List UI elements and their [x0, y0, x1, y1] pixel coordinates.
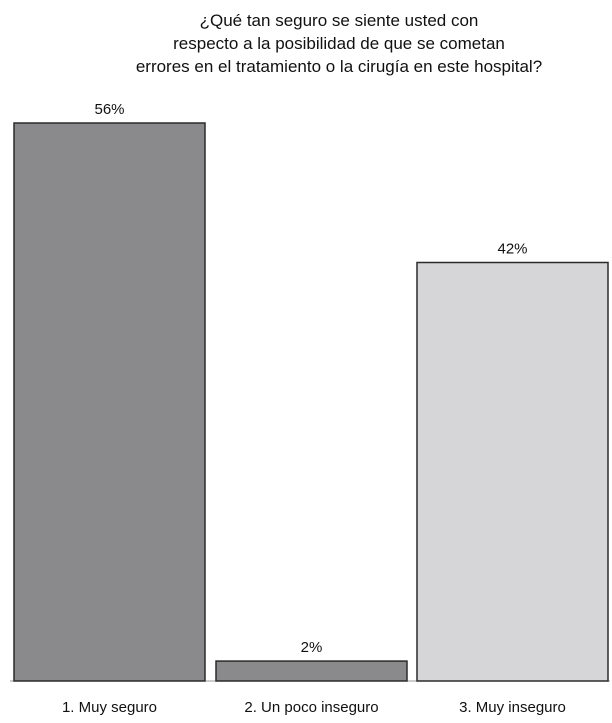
bar-1 — [13, 122, 206, 682]
chart-title-line-3: errores en el tratamiento o la cirugía e… — [136, 57, 542, 76]
category-label-2: 2. Un poco inseguro — [244, 699, 378, 716]
category-label-1: 1. Muy seguro — [62, 699, 157, 716]
category-label-3: 3. Muy inseguro — [459, 699, 566, 716]
chart-title: ¿Qué tan seguro se siente usted con resp… — [136, 11, 542, 76]
data-label-3: 42% — [497, 241, 527, 258]
data-label-1: 56% — [94, 101, 124, 118]
chart-title-line-1: ¿Qué tan seguro se siente usted con — [200, 11, 479, 30]
bar-3 — [416, 261, 609, 682]
plot-area: 56% 1. Muy seguro 2% 2. Un poco inseguro 42%… — [10, 101, 610, 716]
data-label-2: 2% — [301, 639, 323, 656]
chart-title-line-2: respecto a la posibilidad de que se come… — [173, 34, 505, 53]
bar-2 — [215, 660, 408, 682]
